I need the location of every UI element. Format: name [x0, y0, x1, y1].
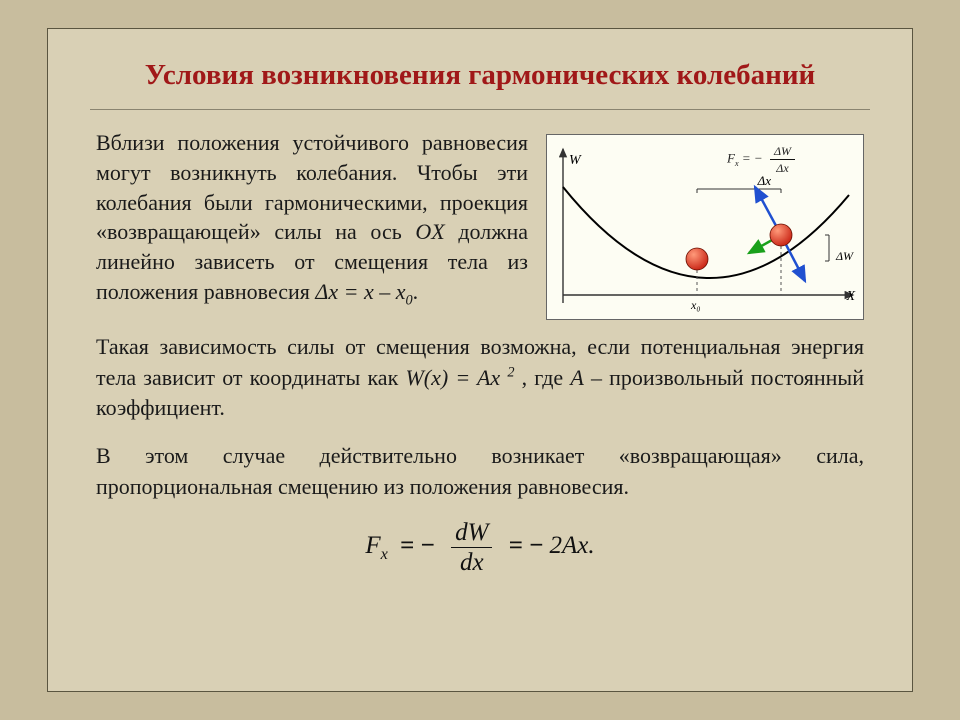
paragraph-3: В этом случае действительно возникает «в…	[96, 441, 864, 502]
paragraph-2: Такая зависимость силы от смещения возмо…	[96, 332, 864, 423]
figure-formula: Fx = − ΔW Δx	[727, 145, 799, 174]
slide-card: Условия возникновения гармонических коле…	[47, 28, 913, 692]
dw-label: ΔW	[836, 249, 853, 264]
potential-well-figure: Fx = − ΔW Δx Δx ΔW W X x₀	[546, 134, 864, 320]
slide-title: Условия возникновения гармонических коле…	[96, 57, 864, 93]
dx-bracket	[697, 189, 781, 193]
ball-displaced	[770, 224, 792, 246]
main-formula: Fx = − dW dx = −2Ax.	[96, 520, 864, 575]
x-axis-label: X	[846, 289, 855, 305]
divider	[90, 109, 870, 110]
x0-label: x₀	[691, 298, 701, 313]
dw-bracket	[825, 235, 829, 261]
row-intro: Вблизи положения устойчивого равновесия …	[96, 128, 864, 320]
figure-svg	[547, 135, 865, 321]
ball-equilibrium	[686, 248, 708, 270]
paragraph-1: Вблизи положения устойчивого равновесия …	[96, 128, 528, 320]
w-axis-label: W	[569, 153, 581, 169]
dx-label: Δx	[758, 173, 771, 189]
